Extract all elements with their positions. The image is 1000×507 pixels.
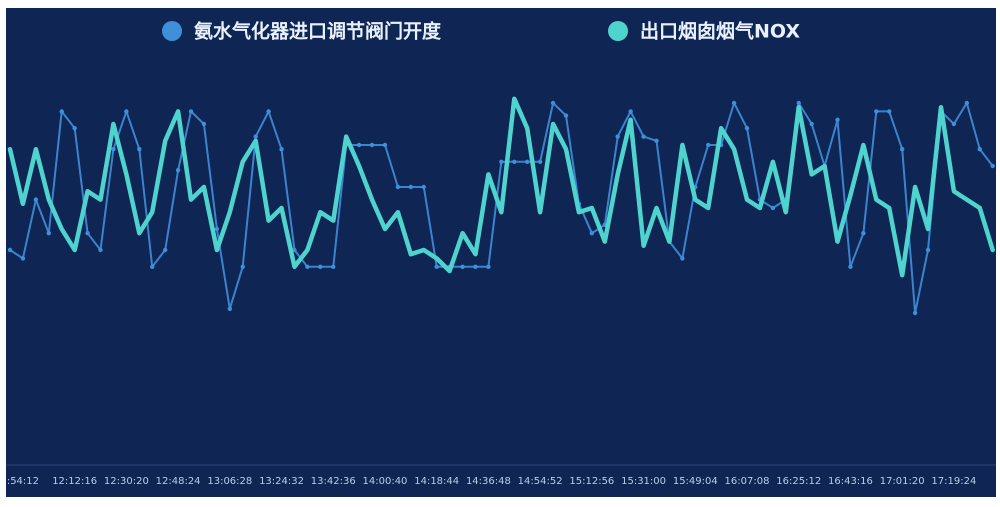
data-point — [460, 264, 465, 269]
data-point — [292, 247, 297, 253]
data-point — [33, 197, 39, 202]
data-point — [137, 147, 142, 152]
data-point — [124, 109, 129, 114]
data-point — [912, 310, 918, 316]
x-tick-label: 15:31:00 — [621, 476, 666, 487]
data-point — [628, 109, 633, 114]
legend-label: 出口烟囱烟气NOX — [640, 20, 800, 43]
data-point — [874, 109, 879, 114]
x-tick-label: 17:01:20 — [880, 476, 925, 487]
data-point — [421, 184, 426, 190]
x-tick-label: 12:30:20 — [104, 476, 149, 487]
data-point — [111, 147, 116, 152]
data-point — [512, 159, 517, 164]
x-tick-label: 13:42:36 — [311, 476, 356, 487]
data-point — [589, 231, 595, 236]
data-point — [615, 134, 620, 139]
data-point — [563, 113, 569, 118]
x-axis: :54:12 12:12:16 12:30:20 12:48:24 13:06:28 13… — [7, 476, 977, 487]
legend: 氨水气化器进口调节阀门开度 出口烟囱烟气NOX — [162, 20, 800, 43]
x-tick-label: 14:18:44 — [414, 476, 459, 487]
data-point — [369, 142, 375, 148]
data-point — [382, 142, 388, 148]
x-tick-label: 13:24:32 — [259, 476, 304, 487]
data-point — [899, 147, 905, 152]
data-point — [318, 264, 323, 269]
x-tick-label: 12:12:16 — [52, 476, 97, 487]
x-tick-label: 16:43:16 — [828, 476, 873, 487]
data-point — [990, 163, 995, 169]
x-tick-label: 17:19:24 — [931, 476, 976, 487]
data-point — [951, 121, 957, 127]
data-point — [537, 159, 543, 164]
data-point — [809, 121, 814, 127]
x-tick-label: 12:48:24 — [156, 476, 201, 487]
data-point — [7, 247, 13, 253]
data-point — [680, 256, 685, 261]
data-point — [473, 264, 478, 269]
x-tick-label: 16:25:12 — [776, 476, 821, 487]
data-point — [85, 231, 90, 236]
data-point — [175, 168, 181, 173]
x-tick-label: :54:12 — [7, 476, 39, 487]
data-point — [331, 264, 336, 269]
data-point — [356, 142, 362, 148]
data-point — [654, 138, 659, 143]
data-point — [499, 159, 504, 164]
left-border — [0, 0, 6, 497]
data-point — [20, 256, 26, 261]
data-point — [770, 205, 776, 211]
x-tick-label: 15:49:04 — [673, 476, 718, 487]
top-border — [0, 0, 996, 8]
data-point — [46, 231, 51, 236]
data-point — [279, 147, 284, 152]
data-point — [887, 109, 892, 114]
data-point — [848, 264, 853, 269]
data-point — [59, 109, 64, 114]
data-point — [835, 117, 840, 123]
data-point — [266, 109, 271, 114]
data-point — [188, 109, 194, 114]
data-point — [201, 121, 207, 127]
data-point — [72, 126, 77, 131]
x-tick-label: 13:06:28 — [207, 476, 252, 487]
data-point — [98, 247, 103, 253]
data-point — [796, 100, 801, 106]
data-point — [550, 100, 556, 106]
x-tick-label: 14:00:40 — [363, 476, 408, 487]
data-point — [925, 247, 931, 253]
data-point — [861, 231, 866, 236]
data-point — [977, 147, 982, 152]
legend-swatch — [162, 21, 182, 41]
data-point — [253, 134, 258, 139]
data-point — [744, 126, 750, 131]
data-point — [150, 264, 155, 269]
legend-label: 氨水气化器进口调节阀门开度 — [194, 20, 442, 43]
data-point — [486, 264, 491, 269]
data-point — [240, 264, 245, 269]
x-tick-label: 14:54:52 — [518, 476, 563, 487]
plot-area — [7, 96, 995, 316]
series-line — [7, 96, 995, 278]
data-point — [162, 247, 168, 253]
data-point — [641, 134, 646, 139]
data-point — [408, 184, 414, 190]
data-point — [214, 226, 220, 232]
x-tick-label: 14:36:48 — [466, 476, 511, 487]
data-point — [434, 264, 439, 269]
data-point — [706, 142, 711, 148]
x-tick-label: 16:07:08 — [725, 476, 770, 487]
x-tick-label: 15:12:56 — [569, 476, 614, 487]
data-point — [525, 159, 530, 164]
data-point — [964, 100, 970, 106]
legend-swatch — [608, 21, 628, 41]
data-point — [731, 100, 737, 106]
data-point — [305, 264, 310, 269]
data-point — [395, 184, 401, 190]
data-point — [227, 306, 233, 311]
